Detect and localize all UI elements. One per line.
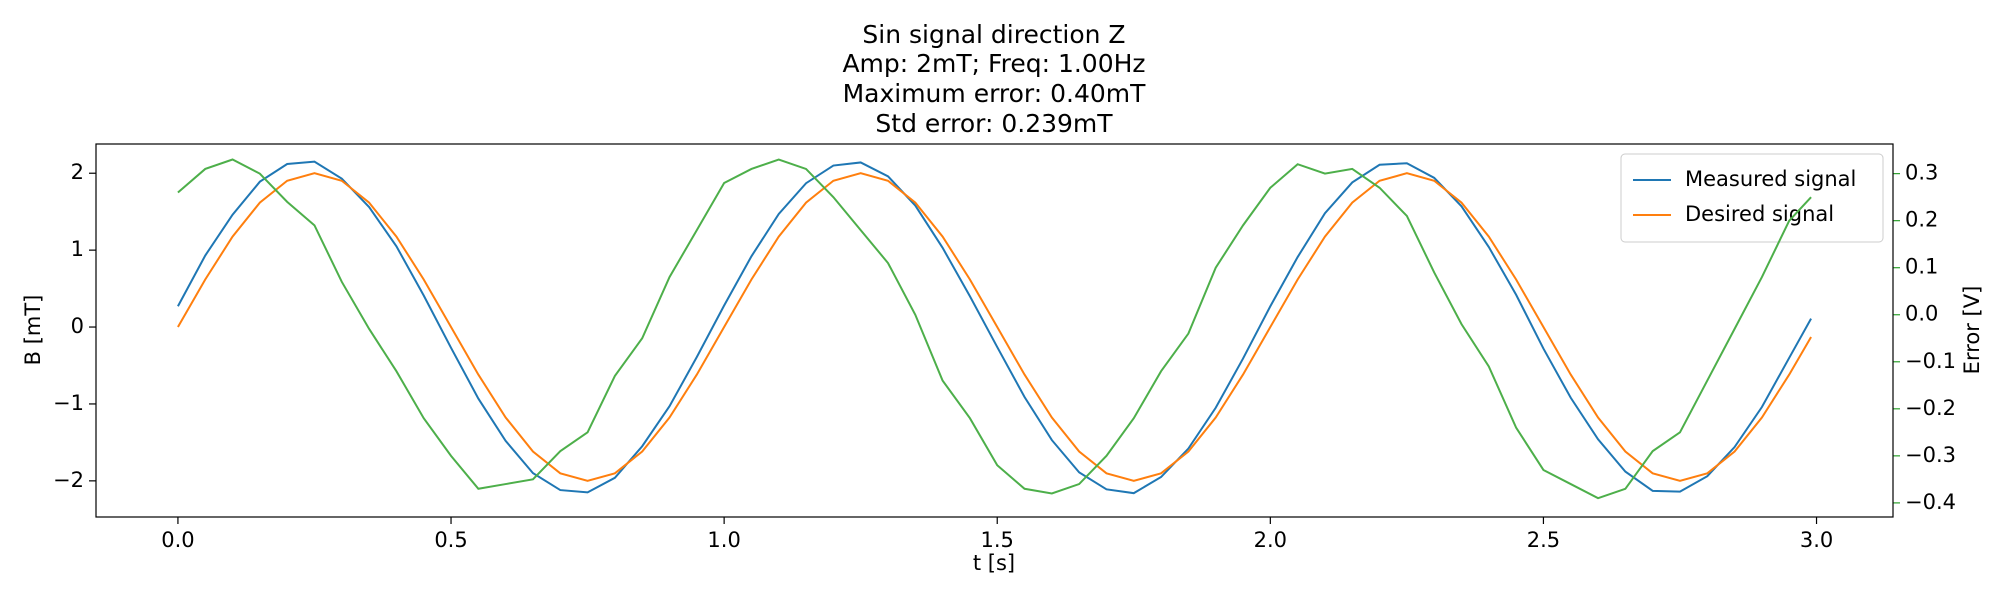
y2-tick-label: −0.3 (1905, 443, 1956, 467)
y2-tick-label: −0.4 (1905, 490, 1956, 514)
y2-tick-label: 0.2 (1905, 208, 1938, 232)
y-axis-label: B [mT] (21, 295, 45, 366)
x-tick-label: 0.0 (161, 528, 194, 552)
x-tick-label: 1.5 (981, 528, 1014, 552)
plot-frame (95, 143, 1894, 518)
y-tick-label: 0 (71, 314, 84, 338)
legend-box (1620, 153, 1884, 243)
legend-label: Desired signal (1685, 202, 1834, 226)
x-tick-label: 0.5 (434, 528, 467, 552)
series-line (177, 172, 1812, 482)
y2-tick-label: −0.1 (1905, 349, 1956, 373)
y-tick-label: −2 (53, 468, 84, 492)
x-tick-label: 3.0 (1800, 528, 1833, 552)
chart-title: Maximum error: 0.40mT (843, 79, 1147, 108)
chart-title: Amp: 2mT; Freq: 1.00Hz (842, 49, 1145, 78)
y-tick-label: 2 (71, 160, 84, 184)
y2-tick-label: 0.3 (1905, 161, 1938, 185)
y2-tick-label: −0.2 (1905, 396, 1956, 420)
x-tick-label: 2.0 (1254, 528, 1287, 552)
x-tick-label: 2.5 (1527, 528, 1560, 552)
legend-label: Measured signal (1685, 167, 1856, 191)
series-line (177, 158, 1812, 500)
y-tick-label: 1 (71, 237, 84, 261)
chart-title: Sin signal direction Z (862, 20, 1125, 49)
series-line (177, 160, 1812, 495)
y2-axis-label: Error [V] (1960, 286, 1984, 375)
y-tick-label: −1 (53, 391, 84, 415)
x-axis-label: t [s] (973, 551, 1015, 575)
y2-tick-label: 0.1 (1905, 255, 1938, 279)
x-tick-label: 1.0 (707, 528, 740, 552)
chart-title: Std error: 0.239mT (875, 109, 1113, 138)
y2-tick-label: 0.0 (1905, 302, 1938, 326)
